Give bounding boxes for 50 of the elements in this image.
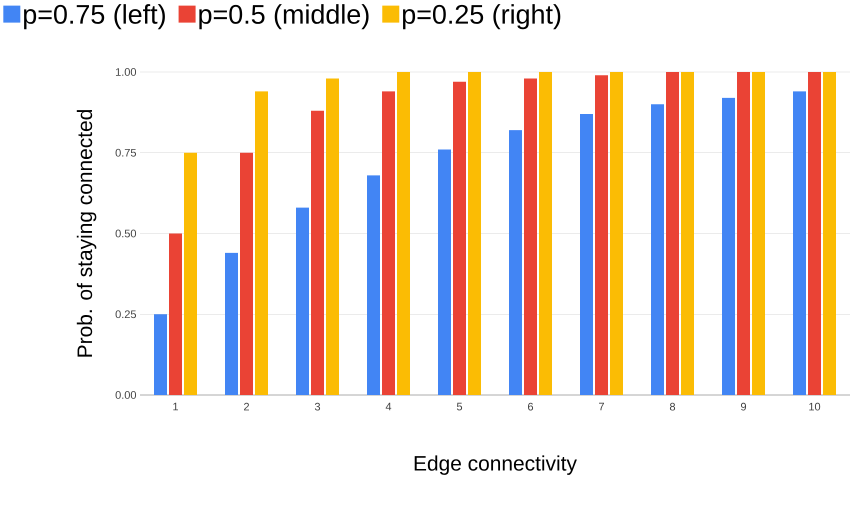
bar: [311, 110, 324, 395]
bar: [752, 72, 766, 395]
bar: [793, 91, 806, 395]
bar: [367, 175, 380, 395]
bar: [595, 75, 608, 395]
y-tick-label: 0.50: [116, 230, 136, 238]
y-tick-label: 1.00: [116, 68, 136, 76]
bar: [169, 233, 182, 395]
x-tick-label: 7: [599, 402, 604, 410]
x-tick-label: 6: [528, 402, 534, 411]
legend-label: p=0.75 (left): [24, 4, 165, 30]
bar: [296, 208, 310, 395]
bar: [737, 72, 750, 395]
bar: [580, 114, 594, 395]
x-tick-label: 3: [314, 402, 320, 411]
x-tick-label: 10: [809, 402, 820, 411]
x-axis-title: Edge connectivity: [414, 455, 577, 475]
bar: [468, 72, 482, 395]
x-tick-label: 2: [244, 402, 249, 410]
y-tick-label: 0.00: [116, 391, 136, 399]
y-axis-title: Prob. of staying connected: [76, 110, 96, 357]
bar: [438, 150, 452, 395]
bar: [808, 72, 822, 395]
bar: [255, 91, 268, 395]
bar: [453, 82, 466, 395]
bar: [382, 91, 396, 395]
bar: [240, 152, 253, 395]
bar: [397, 72, 410, 395]
legend-label: p=0.25 (right): [402, 4, 560, 30]
bar: [651, 104, 664, 395]
x-tick-label: 4: [386, 402, 392, 410]
bar: [524, 78, 538, 395]
x-tick-label: 1: [173, 402, 178, 410]
bar: [539, 72, 552, 395]
bar: [610, 72, 624, 395]
bar: [326, 78, 340, 395]
bar: [509, 130, 522, 395]
bar: [184, 152, 197, 395]
bar: [666, 72, 680, 395]
x-tick-label: 5: [456, 402, 462, 410]
x-tick-label: 9: [740, 402, 746, 411]
bar: [823, 72, 836, 395]
legend-label: p=0.5 (middle): [199, 4, 369, 30]
bar: [225, 252, 238, 395]
y-tick-label: 0.25: [116, 310, 136, 318]
x-tick-label: 8: [670, 402, 676, 411]
bar: [722, 98, 736, 395]
y-tick-label: 0.75: [116, 148, 136, 157]
bar: [154, 314, 167, 395]
bar: [681, 72, 694, 395]
